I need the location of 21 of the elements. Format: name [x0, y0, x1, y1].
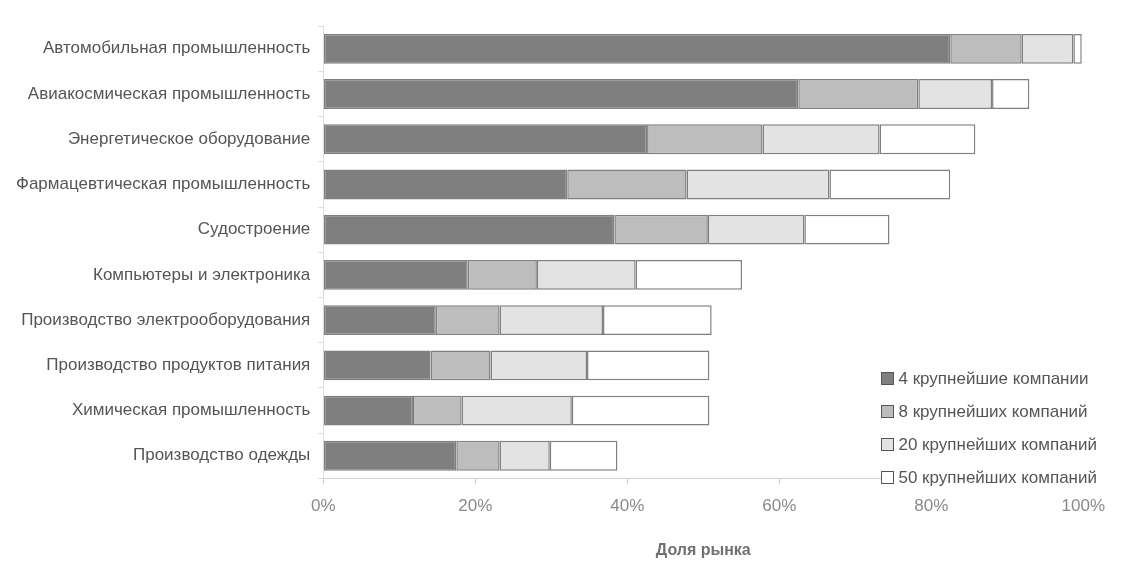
y-tick-label: Энергетическое оборудование [67, 128, 311, 148]
x-tick-label: 80% [914, 496, 949, 516]
legend-label: 8 крупнейших компаний [898, 401, 1088, 422]
y-tick-label: Фармацевтическая промышленность [15, 174, 311, 194]
text: 50 крупнейших компаний [898, 467, 1097, 488]
y-tick-label: Производство электрооборудования [21, 309, 311, 329]
x-tick-label: 100% [1061, 496, 1105, 516]
y-tick-label: Авиакосмическая промышленность [27, 83, 311, 103]
x-tick-label: 20% [458, 496, 493, 516]
legend-label: 20 крупнейших компаний [898, 434, 1097, 455]
x-tick-label: 0% [311, 496, 336, 516]
y-tick-label: Производство одежды [132, 445, 311, 465]
legend-label: 4 крупнейшие компании [898, 368, 1089, 389]
y-tick-label: Автомобильная промышленность [42, 38, 311, 58]
x-tick-label: 60% [762, 496, 797, 516]
y-tick-label: Судостроение [197, 219, 311, 239]
x-tick-label: 40% [610, 496, 645, 516]
y-tick-label: Химическая промышленность [71, 400, 311, 420]
y-tick-label: Компьютеры и электроника [93, 264, 311, 284]
x-axis-title: Доля рынка [655, 540, 751, 558]
y-tick-label: Производство продуктов питания [46, 355, 311, 375]
